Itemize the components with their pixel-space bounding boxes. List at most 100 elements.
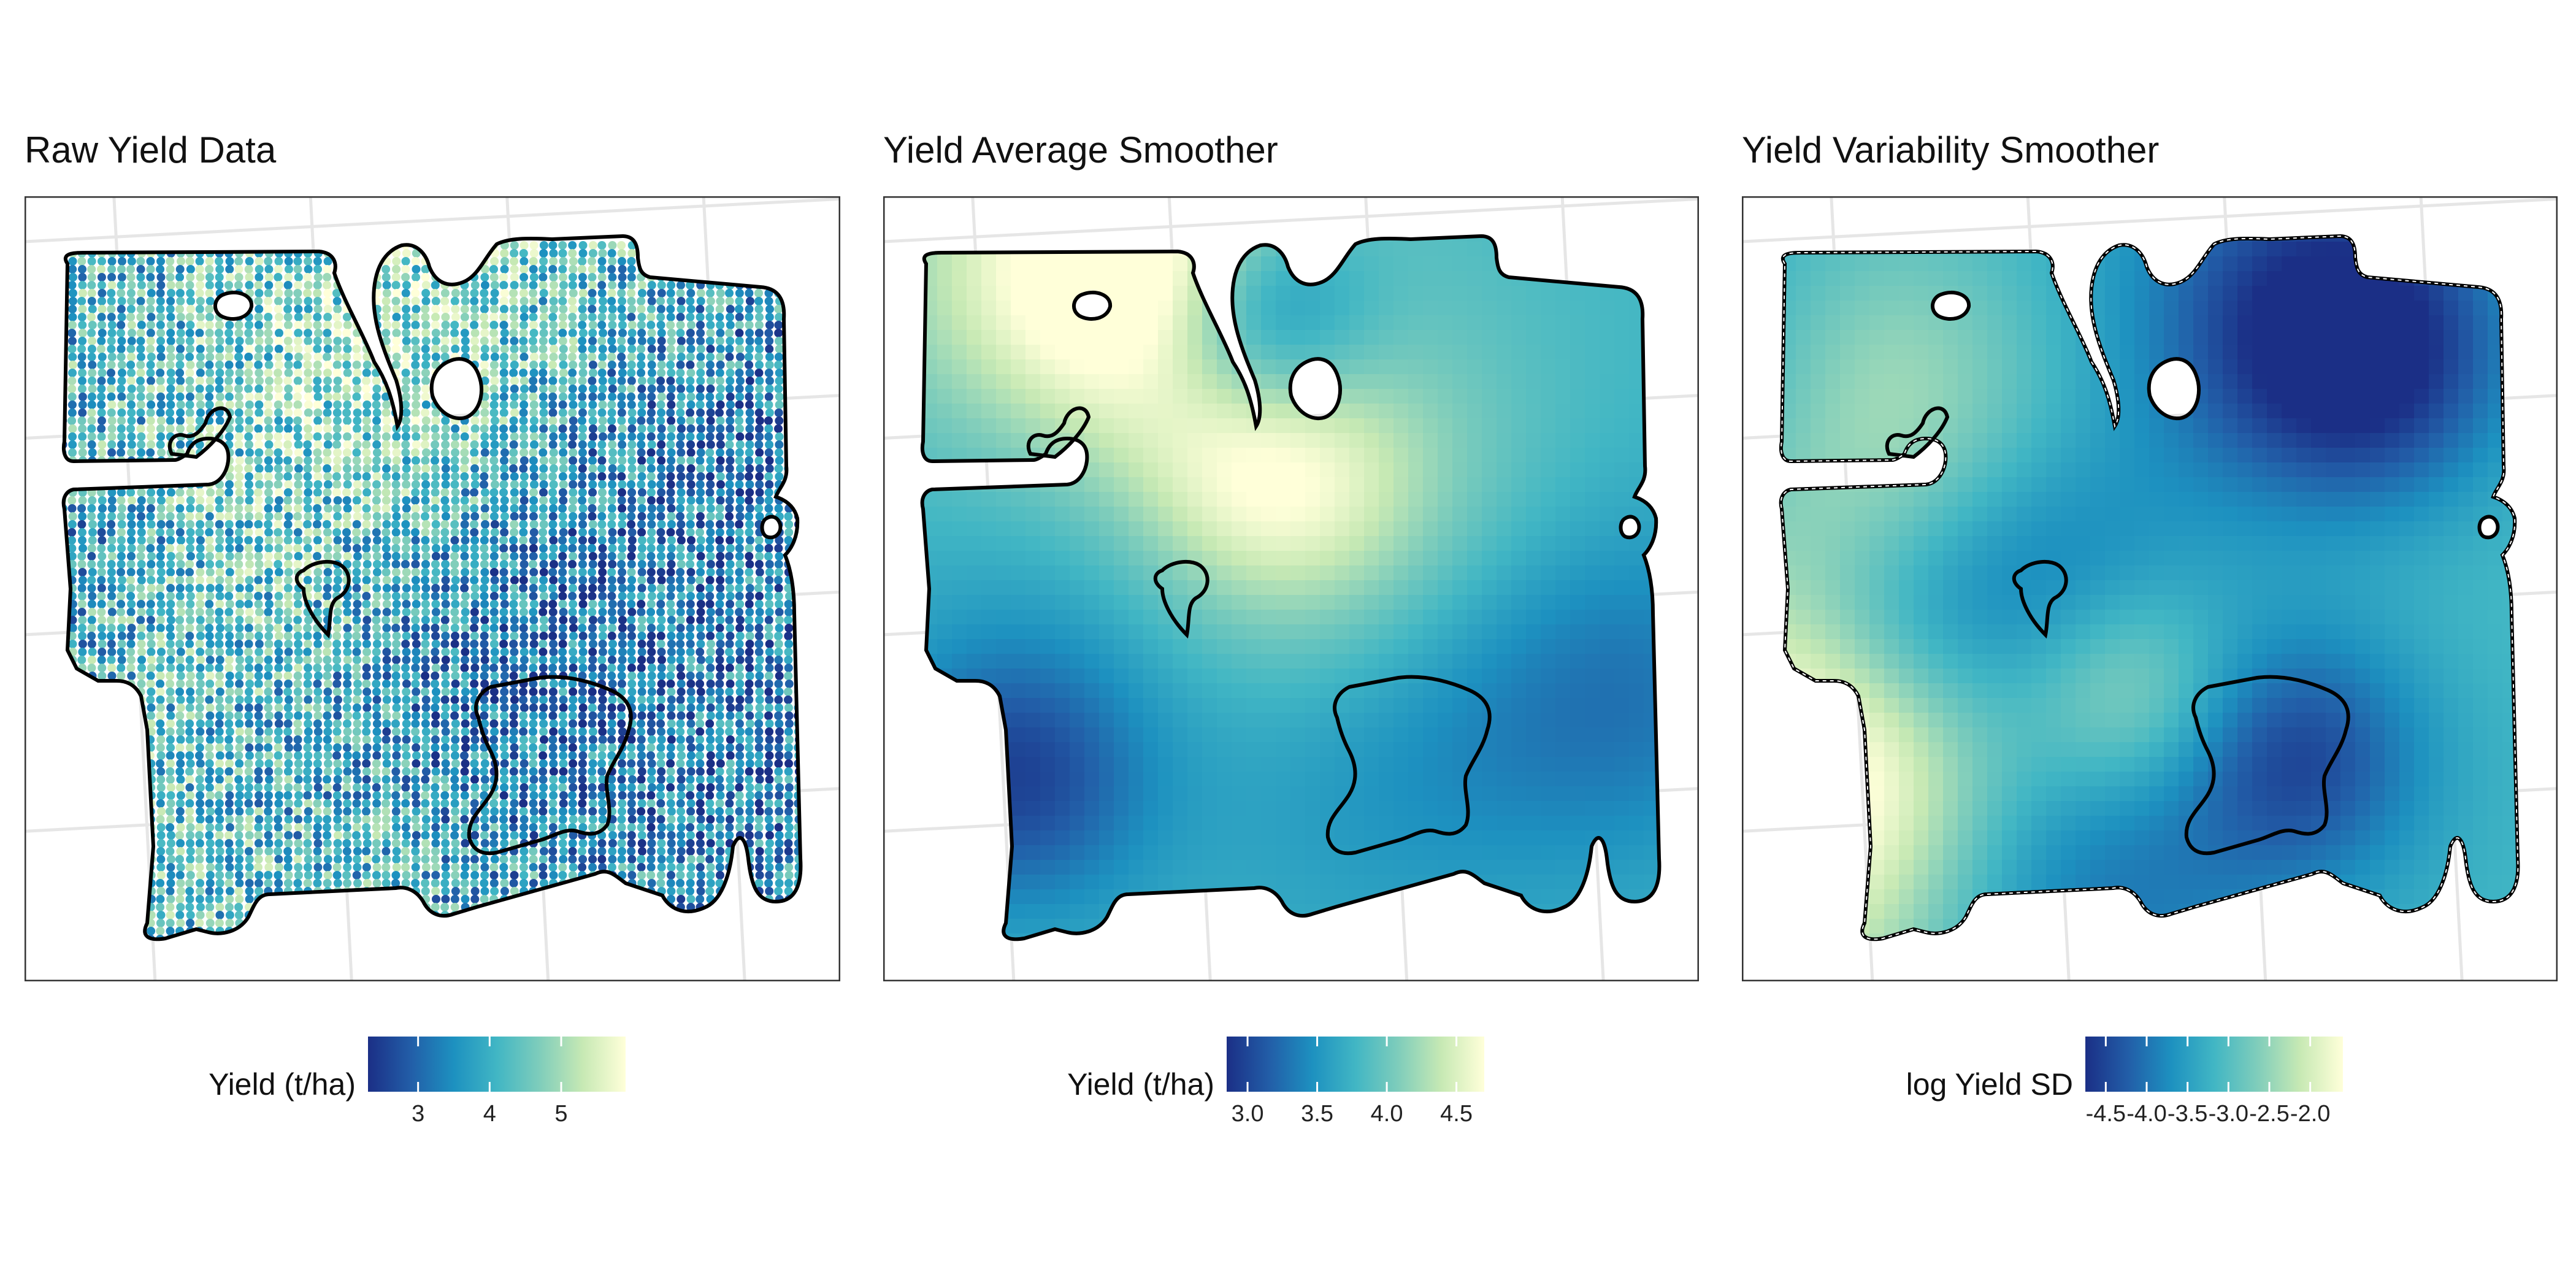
yield-point [480,273,489,282]
yield-point [333,321,342,329]
yield-point [88,337,97,345]
yield-point [510,775,519,784]
yield-point [362,680,371,688]
yield-point [196,345,205,353]
yield-point [126,632,136,640]
yield-point [441,480,450,489]
yield-point [353,472,362,481]
yield-point [548,528,558,537]
yield-point [196,767,205,776]
yield-point [185,584,194,592]
yield-point [588,576,597,585]
yield-point [499,273,508,282]
yield-point [185,903,194,911]
yield-point [480,576,489,585]
yield-point [451,424,460,433]
yield-point [235,576,244,585]
yield-point [539,440,548,449]
yield-point [332,313,342,321]
yield-point [362,377,371,385]
yield-point [421,440,430,449]
yield-point [294,273,303,282]
yield-point [598,496,607,505]
yield-point [304,281,313,289]
yield-point [323,544,332,553]
yield-point [185,369,194,377]
yield-point [529,297,539,305]
yield-point [470,424,480,433]
yield-point [313,385,322,393]
yield-point [480,831,489,840]
yield-point [500,632,509,640]
yield-point [588,448,597,457]
yield-point [255,401,264,409]
yield-point [186,544,195,553]
yield-point [343,727,352,736]
yield-point [304,855,313,864]
yield-point [411,680,420,688]
yield-point [353,337,362,345]
yield-point [402,512,411,521]
yield-point [461,504,470,513]
yield-point [539,329,548,337]
yield-point [461,512,470,521]
yield-point [176,401,185,409]
yield-point [451,512,460,521]
yield-point [352,648,361,656]
yield-point [548,552,558,561]
yield-point [597,361,607,369]
yield-point [67,520,77,529]
yield-point [421,871,431,880]
yield-point [529,719,538,728]
yield-point [391,688,401,696]
yield-point [98,648,107,656]
yield-point [313,719,322,728]
yield-point [421,416,431,425]
yield-point [381,536,391,545]
yield-point [323,600,332,608]
yield-point [490,576,499,585]
yield-point [539,703,548,712]
yield-point [274,544,283,553]
yield-point [450,648,459,656]
yield-point [284,696,293,704]
yield-point [283,472,293,481]
yield-point [107,289,116,297]
yield-point [440,807,450,816]
yield-point [323,448,332,457]
yield-point [136,584,145,592]
yield-point [539,743,548,752]
yield-point [343,831,352,840]
yield-point [264,536,274,545]
yield-point [431,735,440,744]
yield-point [215,719,224,728]
yield-point [332,289,342,297]
yield-point [490,807,499,816]
yield-point [568,807,577,816]
yield-point [185,656,194,664]
yield-point [117,624,126,632]
yield-point [156,552,165,561]
yield-point [215,799,224,808]
yield-point [313,783,323,792]
yield-point [304,688,313,696]
yield-point [107,664,117,672]
yield-point [196,656,205,664]
yield-point [303,496,312,505]
yield-point [529,321,538,329]
yield-point [451,839,460,848]
yield-point [274,815,283,824]
yield-point [303,361,312,369]
yield-point [117,337,126,345]
yield-point [254,456,263,465]
yield-point [146,568,155,577]
yield-point [578,337,587,345]
yield-point [431,656,440,664]
yield-point [166,911,175,919]
yield-point [67,393,77,401]
yield-point [97,576,106,585]
yield-point [156,353,166,361]
yield-point [175,592,185,600]
yield-point [313,735,323,744]
yield-point [303,504,312,513]
